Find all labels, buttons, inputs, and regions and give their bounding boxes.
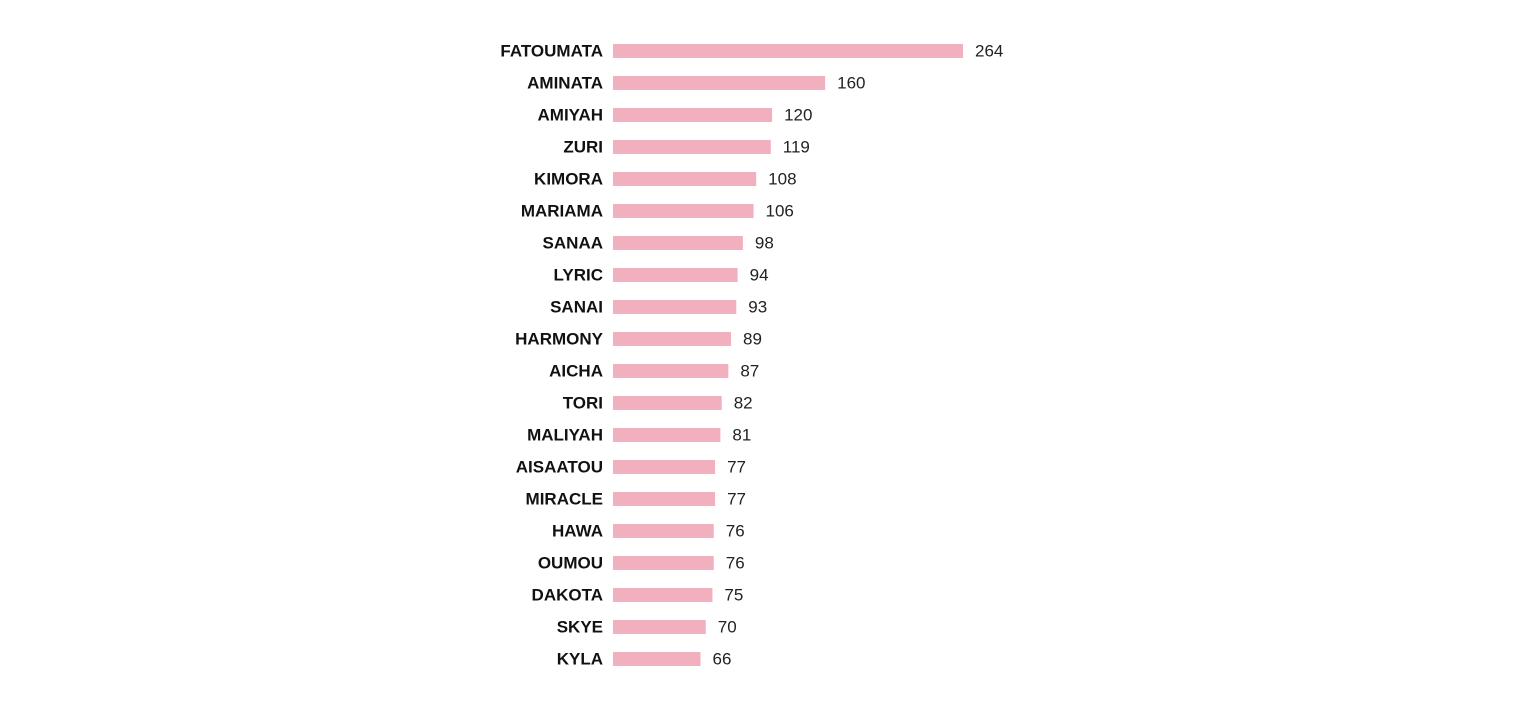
bar-tori — [613, 396, 722, 410]
value-label-maliyah: 81 — [732, 426, 751, 445]
value-label-mariama: 106 — [766, 202, 794, 221]
category-label-kimora: KIMORA — [534, 170, 603, 189]
bar-harmony — [613, 332, 731, 346]
value-label-aminata: 160 — [837, 74, 865, 93]
bar-maliyah — [613, 428, 721, 442]
category-label-lyric: LYRIC — [554, 266, 603, 285]
bar-skye — [613, 620, 706, 634]
bar-amiyah — [613, 108, 773, 122]
bar-lyric — [613, 268, 738, 282]
category-label-sanaa: SANAA — [543, 234, 603, 253]
bar-sanai — [613, 300, 737, 314]
category-label-sanai: SANAI — [550, 298, 603, 317]
value-label-kimora: 108 — [768, 170, 796, 189]
bar-kyla — [613, 652, 701, 666]
bar-sanaa — [613, 236, 743, 250]
bar-zuri — [613, 140, 771, 154]
bar-hawa — [613, 524, 714, 538]
value-label-hawa: 76 — [726, 522, 745, 541]
category-label-tori: TORI — [563, 394, 603, 413]
value-label-fatoumata: 264 — [975, 42, 1003, 61]
category-label-maliyah: MALIYAH — [527, 426, 603, 445]
category-label-skye: SKYE — [557, 618, 603, 637]
value-label-harmony: 89 — [743, 330, 762, 349]
bar-aicha — [613, 364, 729, 378]
value-label-aisaatou: 77 — [727, 458, 746, 477]
category-label-aicha: AICHA — [549, 362, 603, 381]
bar-dakota — [613, 588, 713, 602]
category-label-aminata: AMINATA — [527, 74, 603, 93]
bar-miracle — [613, 492, 716, 506]
value-label-tori: 82 — [734, 394, 753, 413]
bar-oumou — [613, 556, 714, 570]
bar-aminata — [613, 76, 826, 90]
category-label-hawa: HAWA — [552, 522, 603, 541]
value-label-dakota: 75 — [724, 586, 743, 605]
category-label-fatoumata: FATOUMATA — [500, 42, 603, 61]
category-label-aisaatou: AISAATOU — [516, 458, 603, 477]
value-label-aicha: 87 — [740, 362, 759, 381]
value-label-amiyah: 120 — [784, 106, 812, 125]
category-label-amiyah: AMIYAH — [538, 106, 604, 125]
value-label-zuri: 119 — [783, 138, 810, 157]
value-label-oumou: 76 — [726, 554, 745, 573]
value-label-lyric: 94 — [750, 266, 769, 285]
value-label-sanai: 93 — [748, 298, 767, 317]
bar-mariama — [613, 204, 754, 218]
bar-kimora — [613, 172, 757, 186]
bar-fatoumata — [613, 44, 963, 58]
category-label-oumou: OUMOU — [538, 554, 603, 573]
category-label-miracle: MIRACLE — [526, 490, 603, 509]
category-label-mariama: MARIAMA — [521, 202, 603, 221]
category-label-kyla: KYLA — [557, 650, 603, 669]
value-label-skye: 70 — [718, 618, 737, 637]
value-label-miracle: 77 — [727, 490, 746, 509]
bar-aisaatou — [613, 460, 716, 474]
value-label-sanaa: 98 — [755, 234, 774, 253]
value-label-kyla: 66 — [713, 650, 732, 669]
category-label-zuri: ZURI — [563, 138, 603, 157]
category-label-dakota: DAKOTA — [532, 586, 603, 605]
category-label-harmony: HARMONY — [515, 330, 603, 349]
